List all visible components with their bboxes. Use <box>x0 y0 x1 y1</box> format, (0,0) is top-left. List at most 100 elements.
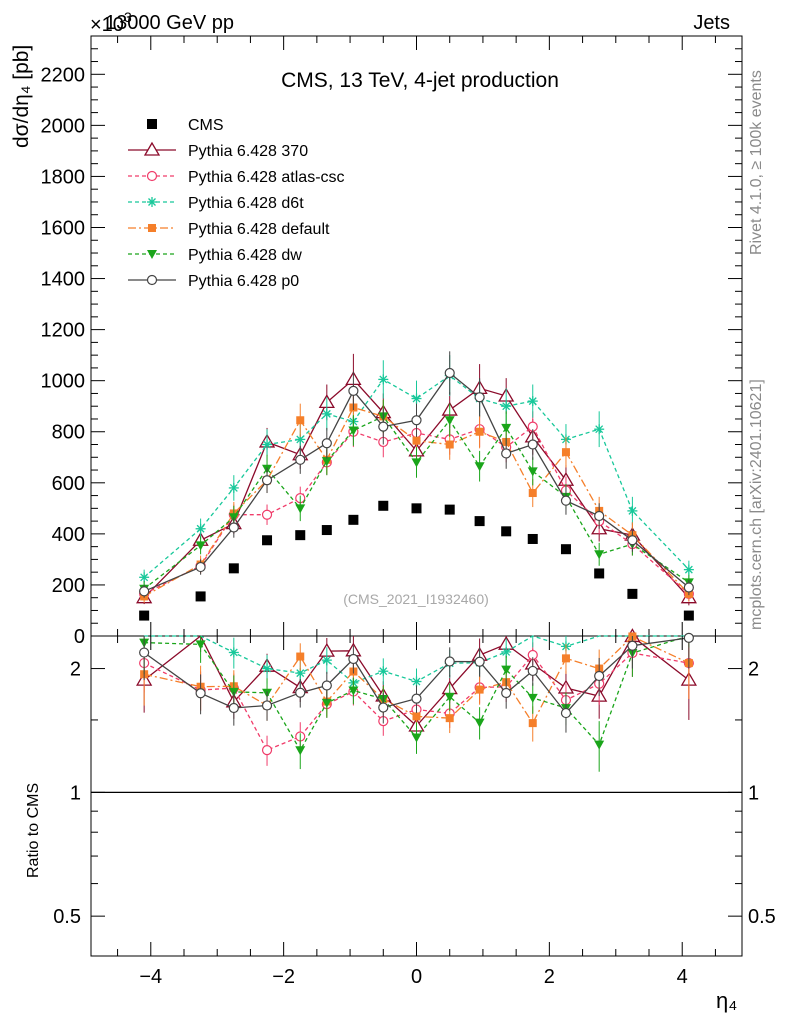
series-5-ratio-point <box>527 665 538 677</box>
cms-point <box>295 530 306 541</box>
series-2-point-d2 <box>296 435 305 444</box>
series-4-ratio-point <box>594 740 605 750</box>
ratio-tick-label: 2 <box>70 659 81 681</box>
y-tick-label: 2200 <box>41 64 86 86</box>
series-4-point <box>501 423 512 433</box>
y-axis-label: dσ/dη₄ [pb] <box>10 45 33 148</box>
series-5-ratio-point <box>501 687 512 699</box>
series-4-ratio-point <box>195 640 206 650</box>
cms-point <box>594 568 605 579</box>
series-2-point-d2 <box>229 483 238 492</box>
series-5-ratio-point <box>228 702 239 714</box>
series-3-point <box>561 448 570 457</box>
y-tick-label: 800 <box>52 422 85 444</box>
series-2-point-d2 <box>595 425 604 434</box>
legend-marker-3 <box>148 224 156 232</box>
y-tick-label: 1600 <box>41 217 86 239</box>
ratio-tick-label-right: 1 <box>748 782 759 804</box>
series-2-ratio-point-d2 <box>412 677 421 686</box>
x-tick-label: 2 <box>544 966 555 988</box>
series-3-ratio-point <box>445 714 454 723</box>
series-2-point <box>501 401 512 412</box>
series-5-point <box>378 421 389 432</box>
series-4-point <box>411 458 422 468</box>
series-2-point <box>262 439 273 450</box>
series-2-ratio-point <box>411 676 422 687</box>
y-tick-label: 0 <box>74 626 85 648</box>
series-2-point-d2 <box>412 394 421 403</box>
series-5-ratio-point <box>411 693 422 704</box>
series-2-point <box>411 393 422 404</box>
ratio-tick-label: 0.5 <box>53 906 81 928</box>
series-2-point-d2 <box>263 440 271 449</box>
series-5-ratio-point <box>348 653 359 665</box>
series-5-ratio-point <box>627 640 638 651</box>
cms-point <box>321 525 332 536</box>
series-1-point <box>261 509 273 520</box>
series-5-point <box>444 367 455 379</box>
x-axis-label: η₄ <box>716 988 737 1013</box>
cms-point <box>378 500 389 511</box>
series-4-point <box>348 426 359 436</box>
cms-point <box>501 526 512 537</box>
series-3-ratio-point <box>296 652 305 661</box>
legend-label-1: Pythia 6.428 atlas-csc <box>188 169 345 186</box>
series-2-ratio-point <box>321 655 332 666</box>
x-tick-label: −2 <box>272 966 295 988</box>
x-tick-label: 0 <box>411 966 422 988</box>
series-2-line <box>143 374 690 578</box>
x-tick-label: −4 <box>139 966 162 988</box>
series-3-point <box>445 440 454 449</box>
series-4-ratio-point <box>444 692 455 702</box>
series-4-ratio-point <box>411 733 422 743</box>
series-5-ratio-point <box>321 680 332 691</box>
legend-label-3: Pythia 6.428 default <box>188 221 330 238</box>
series-5-ratio-point <box>560 707 572 719</box>
series-2-point <box>139 572 150 583</box>
cms-point <box>348 514 359 525</box>
series-5-point <box>411 415 422 426</box>
legend-marker-2 <box>147 197 157 207</box>
series-2-ratio-point <box>262 663 273 674</box>
series-3-ratio-point <box>561 654 570 663</box>
legend-marker-0 <box>143 141 161 156</box>
series-5-point <box>295 454 306 465</box>
y-exponent-power: 3 <box>124 9 132 25</box>
series-2-point <box>321 408 332 419</box>
series-5-point <box>228 522 239 533</box>
series-2-point-d2 <box>684 565 693 574</box>
series-5-point <box>321 438 332 449</box>
cms-point <box>195 591 206 602</box>
series-4-point <box>195 541 206 551</box>
series-2-point <box>527 396 538 407</box>
cms-point <box>683 610 694 621</box>
series-2-point-d2 <box>379 375 388 384</box>
series-5-ratio-point <box>195 688 206 699</box>
x-axis: −4 −2 0 2 4 <box>117 636 716 988</box>
series-2-point <box>683 564 694 575</box>
legend-marker-2-d2 <box>148 198 156 206</box>
series-2-ratio-point-d2 <box>502 647 511 656</box>
side-text-bottom: mcplots.cern.ch [arXiv:2401.10621] <box>748 379 765 630</box>
ratio-marks <box>136 628 697 772</box>
series-3-point <box>412 436 421 445</box>
series-1-ratio-point <box>261 745 273 756</box>
series-5-ratio-point <box>444 656 455 667</box>
ratio-axes: 0.5 0.5 1 1 2 2 <box>53 659 776 929</box>
y-tick-label: 200 <box>52 575 85 597</box>
ratio-tick-label-right: 0.5 <box>748 906 776 928</box>
series-4-ratio-point <box>501 665 512 675</box>
ratio-y-axis-label: Ratio to CMS <box>25 783 42 878</box>
legend-label-0: Pythia 6.428 370 <box>188 143 308 160</box>
legend-label-4: Pythia 6.428 dw <box>188 247 302 264</box>
ratio-tick-label-right: 2 <box>748 659 759 681</box>
chart-title: CMS, 13 TeV, 4-jet production <box>281 69 559 92</box>
series-2-point <box>627 505 638 516</box>
series-5-point <box>527 439 538 450</box>
x-axis-label-text: η₄ <box>716 988 737 1013</box>
cms-point <box>411 503 422 514</box>
series-4-ratio-point <box>474 718 485 728</box>
series-2-ratio-point-d2 <box>263 664 271 673</box>
series-2-ratio-point <box>501 646 512 657</box>
legend-label-2: Pythia 6.428 d6t <box>188 195 304 212</box>
